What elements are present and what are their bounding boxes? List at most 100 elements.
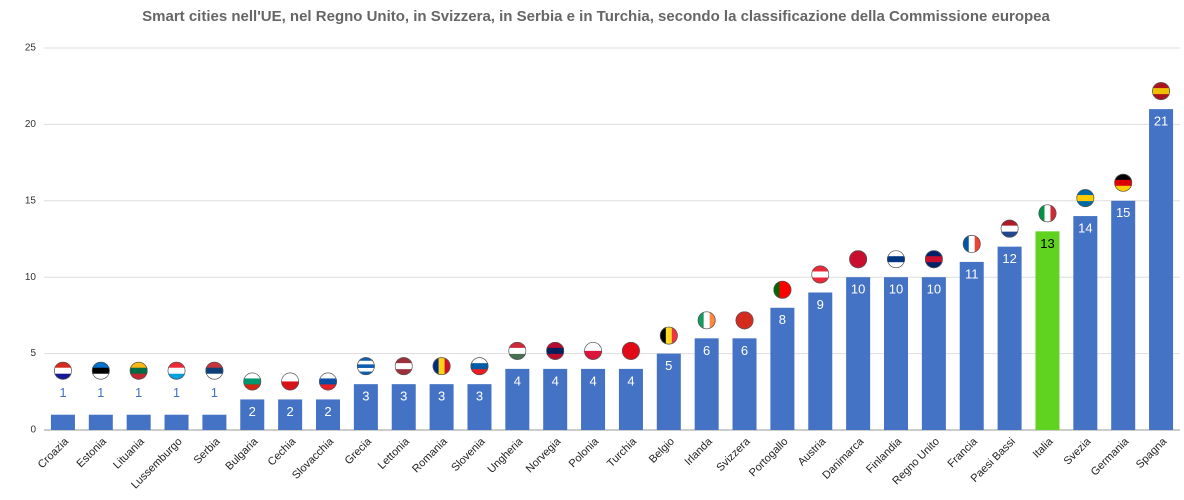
- flag-stripe: [1000, 219, 1019, 226]
- flag-stripe: [394, 357, 413, 364]
- flag-ring: [1076, 189, 1095, 208]
- flag-icon: [962, 234, 981, 253]
- flag-stripe: [1114, 179, 1133, 187]
- flag-stripe: [1044, 204, 1051, 223]
- x-tick-label: Svizzera: [714, 435, 753, 474]
- flag-stripe: [1000, 225, 1019, 232]
- x-tick-label: Svezia: [1062, 435, 1094, 467]
- bar: [656, 353, 681, 430]
- flag-icon: [281, 372, 300, 391]
- bar: [316, 399, 340, 430]
- flag-stripe: [962, 234, 970, 253]
- flag-stripe: [665, 326, 673, 345]
- bar: [126, 414, 151, 430]
- flag-ring: [91, 361, 110, 380]
- flag-stripe: [779, 280, 786, 299]
- flag-ring: [394, 357, 413, 376]
- flag-stripe: [319, 384, 337, 391]
- flag-stripe: [356, 357, 375, 362]
- bar: [278, 399, 303, 430]
- flag-icon: [53, 361, 72, 380]
- bar: [50, 414, 75, 430]
- flag-stripe: [811, 265, 830, 272]
- flag-ring: [129, 361, 148, 380]
- bar: [770, 307, 795, 430]
- bar: [959, 261, 984, 430]
- bar: [240, 399, 265, 430]
- x-tick-label: Croazia: [36, 435, 72, 471]
- flag-ring: [546, 341, 565, 360]
- flag-stripe: [1076, 195, 1095, 202]
- flag-ring: [53, 361, 72, 380]
- flag-stripe: [811, 277, 830, 284]
- value-label: 2: [287, 404, 294, 419]
- flag-stripe: [91, 367, 110, 375]
- flag-stripe: [1114, 173, 1133, 181]
- value-label: 4: [552, 373, 559, 388]
- value-label: 1: [97, 385, 104, 400]
- flag-ring: [621, 341, 640, 360]
- flag-stripe: [167, 361, 186, 369]
- bar: [429, 384, 454, 430]
- value-label: 1: [59, 385, 66, 400]
- flag-stripe: [167, 367, 186, 375]
- flag-stripe: [319, 372, 337, 379]
- flag-stripe: [394, 369, 413, 376]
- flag-icon: [129, 361, 148, 380]
- flag-ring: [356, 357, 375, 376]
- y-tick-label: 20: [25, 119, 37, 130]
- bar: [1073, 216, 1098, 430]
- flag-icon: [1114, 173, 1133, 192]
- flag-stripe: [709, 311, 716, 330]
- flag-stripe: [356, 371, 375, 376]
- flag-icon: [584, 341, 603, 360]
- flag-stripe: [470, 369, 489, 376]
- flag-ring: [659, 326, 678, 345]
- flag-icon: [697, 311, 716, 330]
- flag-stripe: [735, 311, 754, 330]
- value-label: 14: [1078, 221, 1092, 236]
- value-label: 10: [927, 282, 941, 297]
- flag-stripe: [508, 341, 527, 349]
- value-label: 2: [324, 404, 331, 419]
- bar: [543, 368, 568, 430]
- flag-ring: [1000, 219, 1019, 238]
- flag-ring: [1038, 204, 1057, 223]
- x-tick-label: Slovenia: [449, 435, 488, 474]
- x-tick-label: Austria: [796, 435, 829, 468]
- flag-stripe: [129, 361, 148, 369]
- flag-ring: [432, 357, 451, 376]
- flag-stripe: [205, 367, 224, 375]
- flag-ring: [508, 341, 527, 360]
- flag-stripe: [924, 262, 943, 269]
- flag-ring: [205, 361, 224, 380]
- flag-stripe: [546, 347, 565, 355]
- flag-stripe: [703, 311, 710, 330]
- bar: [921, 277, 946, 430]
- flag-stripe: [470, 357, 489, 364]
- y-tick-label: 25: [25, 43, 37, 54]
- bar: [467, 384, 492, 430]
- flag-stripe: [1152, 88, 1171, 95]
- flag-icon: [394, 357, 413, 376]
- value-label: 10: [851, 282, 865, 297]
- flag-stripe: [356, 364, 375, 369]
- flag-stripe: [438, 357, 445, 376]
- flag-stripe: [129, 367, 148, 375]
- x-tick-label: Danimarca: [820, 435, 867, 482]
- bar: [505, 368, 530, 430]
- y-tick-label: 15: [25, 195, 37, 206]
- value-label: 2: [249, 404, 256, 419]
- flag-icon: [91, 361, 110, 380]
- flag-stripe: [53, 361, 72, 369]
- bar: [164, 414, 189, 430]
- flag-ring: [697, 311, 716, 330]
- value-label: 1: [211, 385, 218, 400]
- flag-icon: [1000, 219, 1019, 238]
- flag-stripe: [205, 361, 224, 369]
- value-label: 9: [817, 297, 824, 312]
- flag-stripe: [811, 271, 830, 278]
- value-label: 6: [703, 343, 710, 358]
- flag-ring: [167, 361, 186, 380]
- x-tick-label: Norvegia: [524, 435, 564, 475]
